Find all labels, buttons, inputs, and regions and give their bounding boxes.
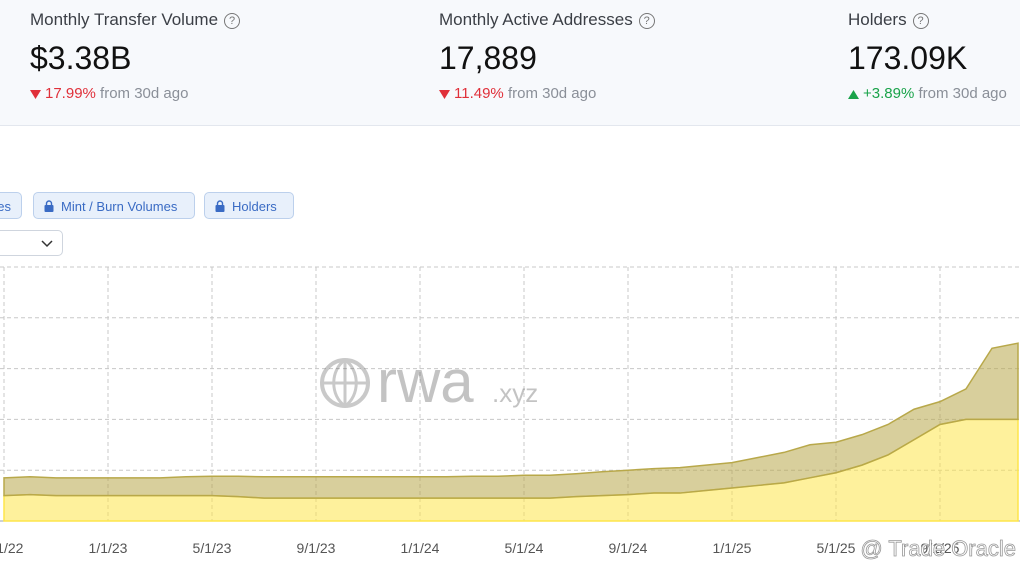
watermark: rwa .xyz (320, 348, 538, 415)
change-suffix: from 30d ago (918, 85, 1007, 102)
stat-value: 17,889 (439, 40, 537, 76)
arrow-shape (30, 90, 41, 99)
change-value: 11.49% (454, 85, 504, 102)
lock-body (215, 205, 225, 212)
tab-label: Mint / Burn Volumes (61, 199, 178, 214)
x-tick-label: 9/1/24 (609, 540, 648, 556)
x-tick-label: 1/1/24 (401, 540, 440, 556)
lock-shackle (216, 200, 224, 205)
globe-lines (322, 358, 368, 408)
stat-value: $3.38B (30, 40, 132, 76)
globe-icon (320, 358, 370, 408)
change-arrow (848, 90, 859, 99)
stat-card: Monthly Transfer Volume? $3.38B 17.99% fro… (30, 10, 241, 102)
x-tick-label: 5/1/25 (817, 540, 856, 556)
stat-label: Holders? (848, 10, 1007, 30)
plot: 9/1/22 1/1/23 5/1/23 9/1/23 1/1/24 5/1/24 9/1/… (0, 266, 1020, 556)
x-tick-label: 1/1/23 (89, 540, 128, 556)
help-icon: ? (224, 13, 241, 29)
lock-icon (44, 200, 54, 212)
watermark-credit: @ Trade Oracle (860, 536, 1016, 561)
lock-shackle (45, 200, 53, 205)
x-tick-label: 5/1/23 (193, 540, 232, 556)
area (3, 342, 1019, 499)
change-arrow (30, 90, 41, 99)
stat-change: +3.89% from 30d ago (848, 85, 1007, 102)
stat-label: Monthly Transfer Volume? (30, 10, 241, 30)
stat-value: 173.09K (848, 40, 968, 76)
change-arrow (439, 90, 450, 99)
x-tick-label: 5/1/24 (505, 540, 544, 556)
stat-card: Holders? 173.09K +3.89% from 30d ago (848, 10, 1007, 102)
arrow-shape (848, 90, 859, 99)
stat-label: Monthly Active Addresses? (439, 10, 655, 30)
help-icon: ? (912, 13, 929, 29)
stat-label-text: Holders (848, 10, 907, 29)
watermark-logo: rwa (377, 348, 474, 415)
change-suffix: from 30d ago (507, 85, 597, 102)
stat-change: 11.49% from 30d ago (439, 85, 655, 102)
dropdown[interactable] (0, 230, 63, 256)
help-icon: ? (638, 13, 655, 29)
stat-label-text: Monthly Active Addresses (439, 10, 633, 29)
tab-label: es (0, 199, 11, 214)
lock-body (44, 205, 54, 212)
stat-change: 17.99% from 30d ago (30, 85, 240, 102)
tab-button[interactable]: Holders (204, 192, 294, 219)
tab-button[interactable]: Mint / Burn Volumes (33, 192, 195, 219)
x-tick-label: 9/1/22 (0, 540, 24, 556)
lock-icon (215, 200, 225, 212)
change-value: +3.89% (863, 85, 915, 102)
stat-card: Monthly Active Addresses? 17,889 11.49% fr… (439, 10, 655, 102)
area (3, 418, 1019, 522)
x-tick-label: 1/1/25 (713, 540, 752, 556)
tab-button[interactable]: es (0, 192, 22, 219)
x-tick-label: 9/1/25 (921, 540, 960, 556)
chevron (41, 240, 53, 248)
x-tick-label: 9/1/23 (297, 540, 336, 556)
change-value: 17.99% (45, 85, 96, 102)
tab-label: Holders (232, 199, 277, 214)
arrow-shape (439, 90, 450, 99)
stat-label-text: Monthly Transfer Volume (30, 10, 219, 29)
change-suffix: from 30d ago (100, 85, 189, 102)
stats-header: Monthly Transfer Volume? $3.38B 17.99% fro… (0, 0, 1020, 126)
watermark-logo-suffix: .xyz (492, 378, 538, 408)
